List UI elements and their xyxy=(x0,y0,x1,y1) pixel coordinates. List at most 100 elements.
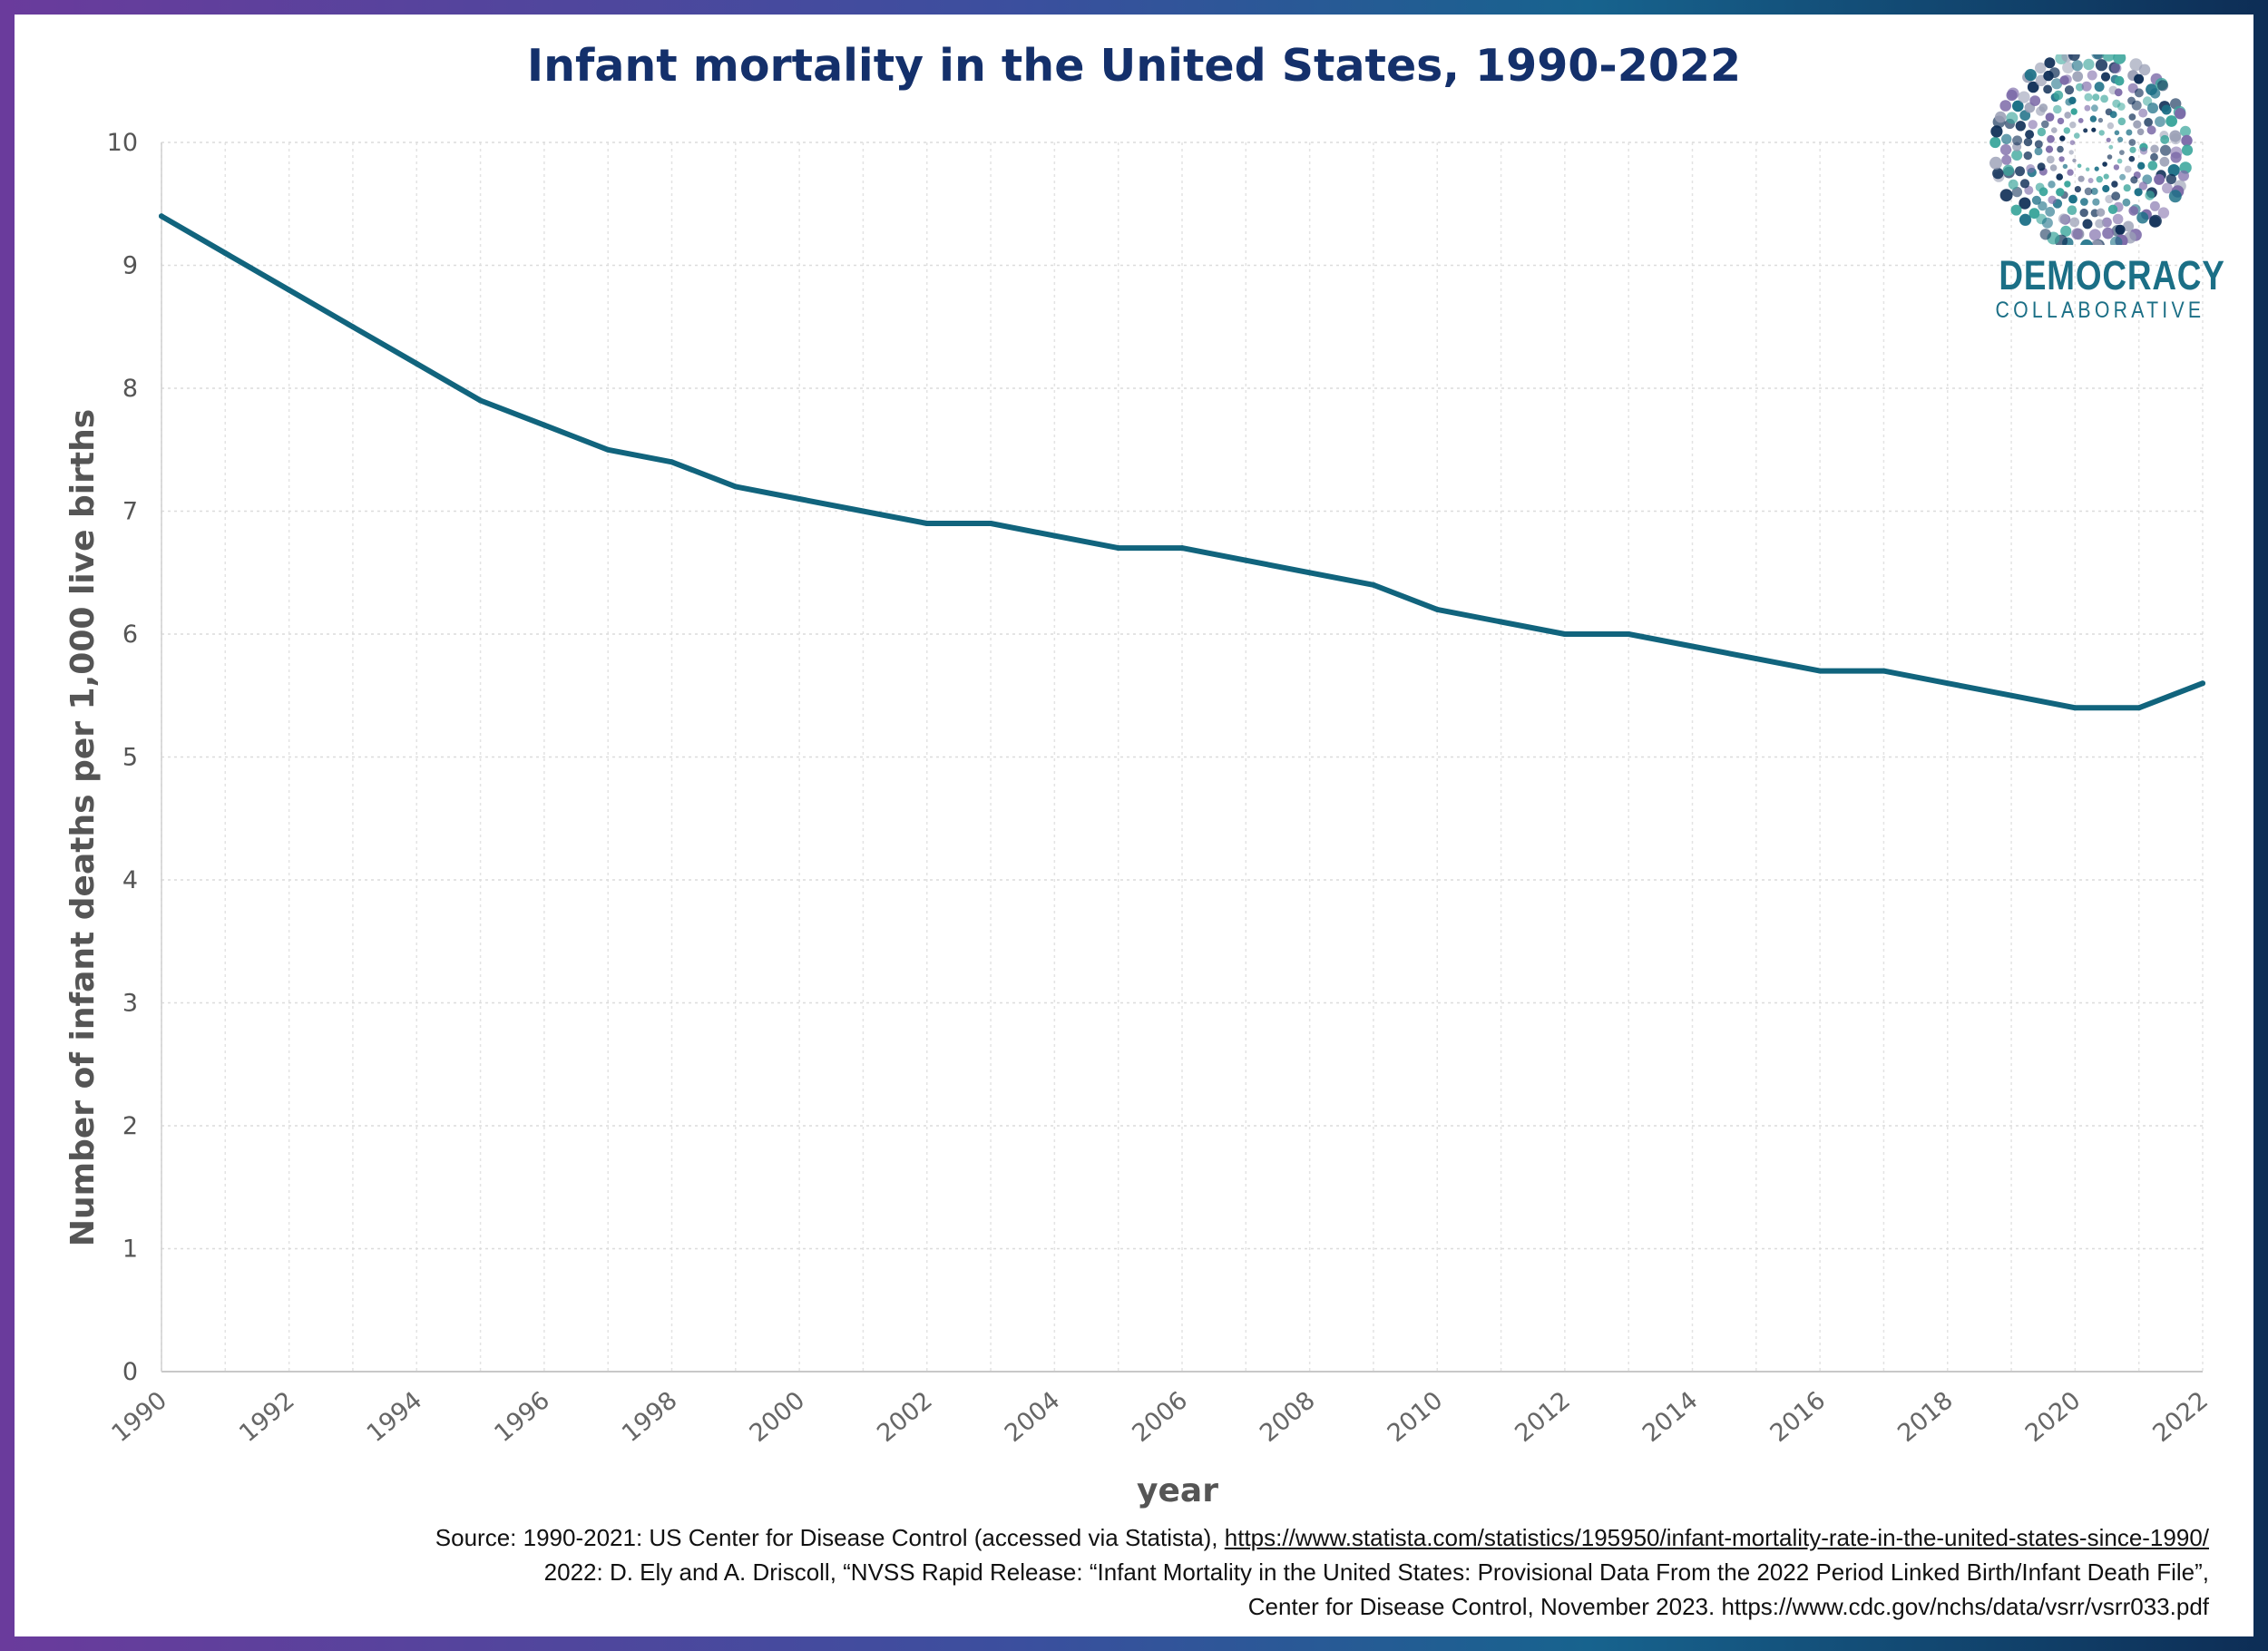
logo-dot xyxy=(2138,181,2148,190)
logo-dot xyxy=(2138,108,2148,118)
y-tick-label: 7 xyxy=(122,498,138,526)
logo-dot xyxy=(2160,134,2170,144)
data-point xyxy=(1051,532,1058,539)
logo-dot xyxy=(2149,88,2161,99)
logo-dot xyxy=(1992,167,2004,180)
logo-dot xyxy=(2157,207,2170,219)
logo-wordmark-line2: COLLABORATIVE xyxy=(1995,298,2205,323)
logo-dot xyxy=(2103,173,2109,180)
logo-dot xyxy=(2028,208,2040,220)
logo-dot xyxy=(1999,100,2011,112)
logo-dot xyxy=(2129,146,2136,153)
logo-dot xyxy=(2067,169,2074,176)
logo-dot xyxy=(2056,188,2065,197)
data-point xyxy=(1434,606,1441,612)
logo-dot xyxy=(2018,91,2030,103)
logo-dot xyxy=(2060,225,2072,237)
logo-dot xyxy=(2117,136,2124,142)
logo-dot xyxy=(2123,184,2131,192)
logo-dot xyxy=(2168,190,2182,203)
logo-dot xyxy=(2080,239,2093,252)
logo-dot xyxy=(2113,164,2120,171)
logo-dot xyxy=(2165,173,2176,185)
logo-dot xyxy=(2113,51,2126,64)
logo-dot xyxy=(2072,71,2084,83)
logo-dot xyxy=(2105,194,2114,204)
logo-dot xyxy=(2122,198,2131,207)
logo-dot xyxy=(2134,73,2145,84)
logo-dot xyxy=(2146,125,2156,135)
logo-dot xyxy=(2081,81,2092,92)
x-tick-label: 2004 xyxy=(1000,1386,1066,1448)
logo-dot xyxy=(2149,200,2160,211)
logo-dot xyxy=(2027,81,2039,93)
data-point xyxy=(732,484,738,490)
y-axis-title: Number of infant deaths per 1,000 live b… xyxy=(64,409,102,1246)
data-point xyxy=(349,324,356,330)
logo-dot xyxy=(2116,103,2126,111)
data-point xyxy=(860,508,866,514)
logo-dot xyxy=(2098,130,2105,136)
x-tick-label: 2000 xyxy=(745,1386,811,1448)
logo-dot xyxy=(2062,74,2072,84)
logo-dot xyxy=(2126,129,2133,136)
logo-dot xyxy=(2129,58,2143,72)
data-point xyxy=(222,249,229,256)
logo-dot xyxy=(2096,176,2103,183)
logo-dot xyxy=(2015,166,2025,177)
x-tick-label: 2006 xyxy=(1127,1386,1193,1448)
data-point xyxy=(1115,545,1121,552)
logo-dot xyxy=(2023,137,2033,147)
logo-dot xyxy=(2107,122,2115,130)
data-point xyxy=(159,213,164,220)
logo-dot xyxy=(2108,144,2114,150)
x-tick-label: 1996 xyxy=(489,1386,555,1448)
data-point xyxy=(1370,581,1376,588)
logo-dot xyxy=(2074,132,2080,139)
logo-dot xyxy=(2008,179,2019,190)
logo-dot xyxy=(2119,173,2126,181)
logo-dot xyxy=(2139,147,2148,155)
logo-dot xyxy=(2117,117,2126,126)
logo-dot xyxy=(2057,117,2065,125)
logo-dot xyxy=(2119,150,2125,155)
logo-dot xyxy=(2058,213,2069,224)
logo-dot xyxy=(2131,100,2142,111)
logo-dot xyxy=(2080,198,2088,206)
logo-dot xyxy=(2102,161,2107,167)
logo-dot xyxy=(2106,137,2111,142)
logo-dot xyxy=(2147,161,2158,171)
y-tick-label: 0 xyxy=(122,1358,138,1386)
logo-dot xyxy=(2076,83,2084,92)
logo-dot xyxy=(2147,103,2158,114)
data-point xyxy=(1817,668,1823,674)
logo-dot xyxy=(2059,135,2066,142)
logo-dot xyxy=(2175,108,2186,120)
y-tick-label: 4 xyxy=(122,866,138,894)
x-tick-label: 2020 xyxy=(2020,1386,2087,1448)
logo-dot xyxy=(2006,112,2019,124)
logo-dot xyxy=(2064,85,2075,95)
logo-dot xyxy=(2114,88,2123,97)
logo-dot xyxy=(2002,164,2014,176)
logo-dot xyxy=(2167,164,2180,177)
data-point xyxy=(2072,705,2078,711)
logo-dot xyxy=(2128,155,2136,162)
logo-dot xyxy=(2057,145,2064,153)
x-tick-label: 2022 xyxy=(2147,1386,2214,1448)
logo-dot xyxy=(2100,94,2108,103)
logo-dot xyxy=(2069,140,2076,145)
logo-dot xyxy=(1990,125,2003,138)
source-statista-link[interactable]: https://www.statista.com/statistics/1959… xyxy=(1224,1524,2209,1551)
data-point xyxy=(797,495,803,502)
logo-dot xyxy=(2019,213,2031,226)
logo-dot xyxy=(2094,166,2099,171)
data-point xyxy=(605,446,611,453)
data-point xyxy=(1881,668,1887,674)
x-tick-label: 2010 xyxy=(1383,1386,1449,1448)
logo-dot xyxy=(2092,198,2100,206)
logo-dot xyxy=(2056,173,2063,181)
logo-dot xyxy=(2068,194,2077,204)
data-point xyxy=(1626,631,1632,637)
logo-dot xyxy=(2007,87,2019,100)
